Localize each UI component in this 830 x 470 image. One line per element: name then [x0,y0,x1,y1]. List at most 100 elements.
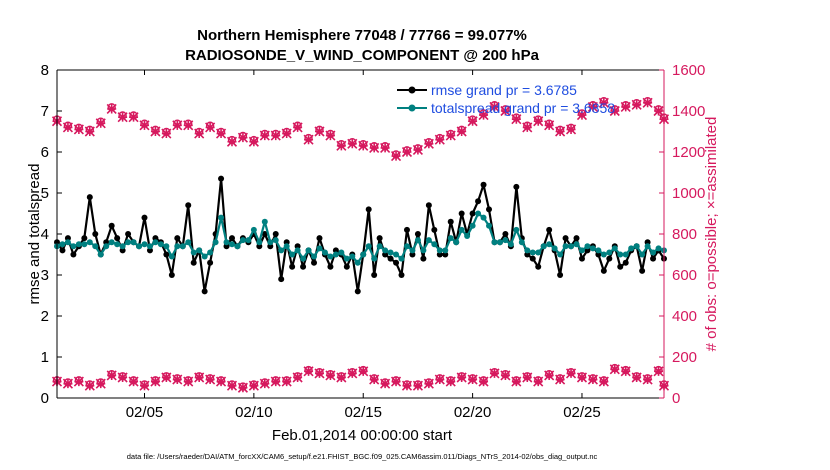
totalspread-point [371,255,378,262]
totalspread-point [600,251,607,258]
obs-assimilated-marker [511,114,522,125]
totalspread-point [387,249,394,256]
y-left-tick-label: 7 [41,103,49,120]
rmse-point [639,267,646,274]
totalspread-point [595,247,602,254]
totalspread-point [207,249,214,256]
obs-assimilated-marker [62,122,74,133]
totalspread-point [70,243,77,250]
rmse-point [294,243,301,250]
rmse-point [480,181,487,188]
rmse-point [228,235,235,242]
obs-assimilated-marker [117,372,128,383]
obs-assimilated-marker [380,142,391,153]
totalspread-point [218,214,225,221]
rmse-point [316,235,323,242]
rmse-point [207,259,214,266]
totalspread-point [622,251,629,258]
totalspread-point [633,243,640,250]
obs-assimilated-marker [489,368,500,379]
rmse-point [125,231,132,237]
rmse-point [278,276,285,283]
rmse-point [168,272,175,278]
rmse-point [108,222,115,229]
totalspread-point [557,251,564,258]
y-left-tick-label: 1 [41,349,49,366]
totalspread-point [212,239,219,246]
rmse-point [431,226,438,233]
obs-assimilated-marker [215,128,227,139]
obs-assimilated-marker [533,376,544,387]
totalspread-point [108,239,115,246]
rmse-point [256,243,263,250]
y-axis-left-label: rmse and totalspread [26,164,43,305]
rmse-point [398,272,405,278]
obs-assimilated-marker [653,105,664,117]
obs-assimilated-marker [161,128,172,139]
totalspread-point [305,247,312,254]
totalspread-point [103,243,110,250]
totalspread-point [59,241,66,248]
rmse-point [644,239,651,246]
obs-assimilated-marker [544,120,555,131]
obs-assimilated-marker [172,120,183,131]
x-tick-label: 02/20 [454,404,492,421]
y-left-tick-label: 3 [41,267,49,284]
totalspread-point [354,259,361,266]
obs-assimilated-marker [62,378,74,389]
legend-spread-marker [408,104,416,112]
rmse-point [59,247,66,254]
obs-assimilated-marker [358,140,369,151]
obs-assimilated-marker [620,366,631,377]
rmse-point [562,235,569,242]
rmse-point [190,259,197,266]
x-tick-label: 02/25 [563,404,601,421]
totalspread-point [327,253,334,260]
rmse-point [513,183,520,190]
rmse-point [578,255,585,262]
rmse-point [283,239,290,246]
rmse-point [502,231,509,237]
totalspread-point [414,237,421,244]
totalspread-point [480,214,487,221]
rmse-point [92,231,99,237]
obs-assimilated-marker [128,112,139,123]
rmse-point [573,235,580,242]
obs-assimilated-marker [73,376,84,387]
obs-assimilated-marker [522,122,533,133]
rmse-point [223,243,230,250]
totalspread-point [130,239,137,246]
totalspread-point [436,247,443,254]
obs-assimilated-marker [150,376,161,387]
totalspread-point [562,243,569,250]
obs-assimilated-marker [467,374,478,385]
obs-assimilated-marker [237,382,248,393]
obs-assimilated-marker [412,380,423,391]
rmse-point [185,202,192,209]
rmse-point [218,175,225,182]
totalspread-point [606,249,613,256]
obs-assimilated-marker [587,101,598,112]
obs-assimilated-marker [259,130,270,141]
obs-assimilated-marker [205,122,216,133]
obs-assimilated-marker [314,368,325,379]
legend-rmse-marker [408,86,416,94]
obs-assimilated-marker [95,118,106,129]
totalspread-point [469,222,476,229]
rmse-point [261,231,268,237]
totalspread-point [431,241,438,248]
totalspread-point [332,251,339,258]
totalspread-point [644,243,651,250]
rmse-point [650,255,657,262]
obs-assimilated-marker [576,372,588,383]
obs-assimilated-marker [467,116,478,127]
rmse-point [557,272,564,278]
totalspread-point [256,239,263,246]
totalspread-point [64,239,71,246]
rmse-point [114,235,121,242]
obs-assimilated-marker [478,376,489,387]
totalspread-point [409,247,416,254]
totalspread-point [300,255,307,262]
rmse-point [332,247,339,254]
totalspread-point [447,235,454,242]
